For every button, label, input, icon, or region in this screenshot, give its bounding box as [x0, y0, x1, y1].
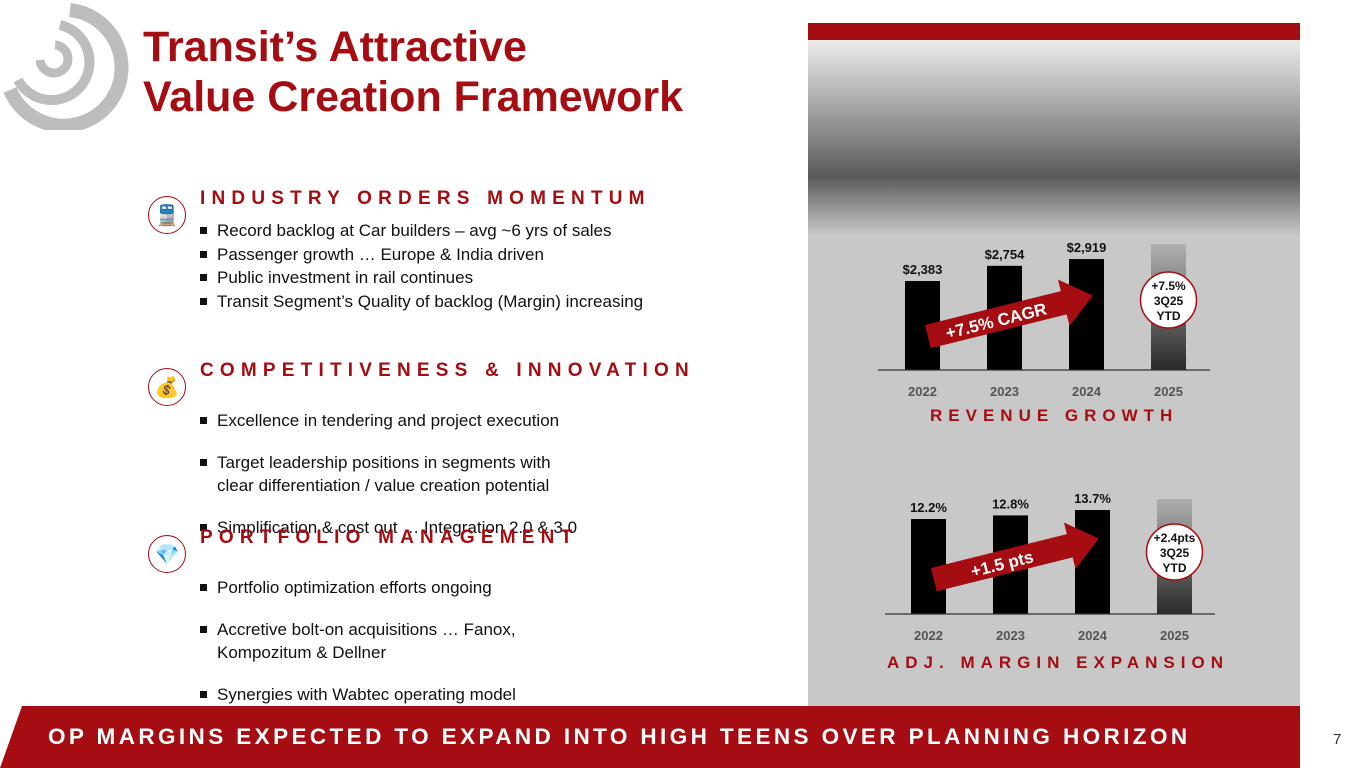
- tick-label-2023: 2023: [996, 628, 1025, 643]
- callout-circle: [1145, 523, 1204, 581]
- bullet: Synergies with Wabtec operating model: [198, 683, 758, 707]
- train-icon: 🚆: [148, 196, 186, 234]
- data-label-2022: $2,383: [903, 262, 943, 277]
- revenue-chart-title: REVENUE GROWTH: [930, 406, 1179, 425]
- company-logo: [3, 3, 129, 130]
- callout-text: +2.4pts: [1154, 531, 1196, 545]
- title-line-1: Transit’s Attractive: [143, 23, 527, 71]
- tick-label-2024: 2024: [1078, 628, 1108, 643]
- bottom-banner: OP MARGINS EXPECTED TO EXPAND INTO HIGH …: [0, 706, 1300, 768]
- bullet: Portfolio optimization efforts ongoing: [198, 576, 758, 600]
- tick-label-2023: 2023: [990, 384, 1019, 399]
- data-label-2024: 13.7%: [1074, 491, 1111, 506]
- diamond-icon: 💎: [148, 535, 186, 573]
- section-heading: COMPETITIVENESS & INNOVATION: [200, 360, 695, 381]
- callout-text: +7.5%: [1151, 279, 1186, 293]
- tick-label-2024: 2024: [1072, 384, 1102, 399]
- coins-chart-icon: 💰: [148, 368, 186, 406]
- data-label-2023: 12.8%: [992, 496, 1029, 511]
- bullet: Record backlog at Car builders – avg ~6 …: [198, 219, 758, 243]
- bullet: Simplification & cost out … Integration …: [198, 516, 758, 540]
- callout-text: 3Q25: [1160, 546, 1190, 560]
- arrow-shape: [931, 522, 1099, 592]
- page-number: 7: [1333, 731, 1342, 748]
- tick-label-2025: 2025: [1154, 384, 1183, 399]
- callout-text: 3Q25: [1154, 294, 1184, 308]
- arrow-shape: [925, 279, 1093, 349]
- tick-label-2022: 2022: [908, 384, 937, 399]
- bullet: Transit Segment’s Quality of backlog (Ma…: [198, 290, 758, 314]
- page-title: Transit’s Attractive Value Creation Fram…: [143, 22, 683, 122]
- bullet: Excellence in tendering and project exec…: [198, 409, 758, 433]
- bullet: Accretive bolt-on acquisitions … Fanox, …: [198, 618, 758, 665]
- panel-accent-strip: [808, 23, 1300, 40]
- bullet: Public investment in rail continues: [198, 266, 758, 290]
- data-label-2022: 12.2%: [910, 500, 947, 515]
- data-label-2024: $2,919: [1067, 240, 1107, 255]
- bullet: Passenger growth … Europe & India driven: [198, 243, 758, 267]
- section-heading: PORTFOLIO MANAGEMENT: [200, 527, 579, 548]
- tick-label-2022: 2022: [914, 628, 943, 643]
- margin-chart-title: ADJ. MARGIN EXPANSION: [887, 653, 1229, 672]
- data-label-2023: $2,754: [985, 247, 1026, 262]
- tick-label-2025: 2025: [1160, 628, 1189, 643]
- bullet: Target leadership positions in segments …: [198, 451, 758, 498]
- train-photo: [808, 40, 1300, 235]
- callout-text: YTD: [1157, 309, 1181, 323]
- callout-circle: [1139, 271, 1198, 329]
- title-line-2: Value Creation Framework: [143, 73, 684, 121]
- callout-text: YTD: [1163, 561, 1187, 575]
- section-heading: INDUSTRY ORDERS MOMENTUM: [200, 188, 651, 209]
